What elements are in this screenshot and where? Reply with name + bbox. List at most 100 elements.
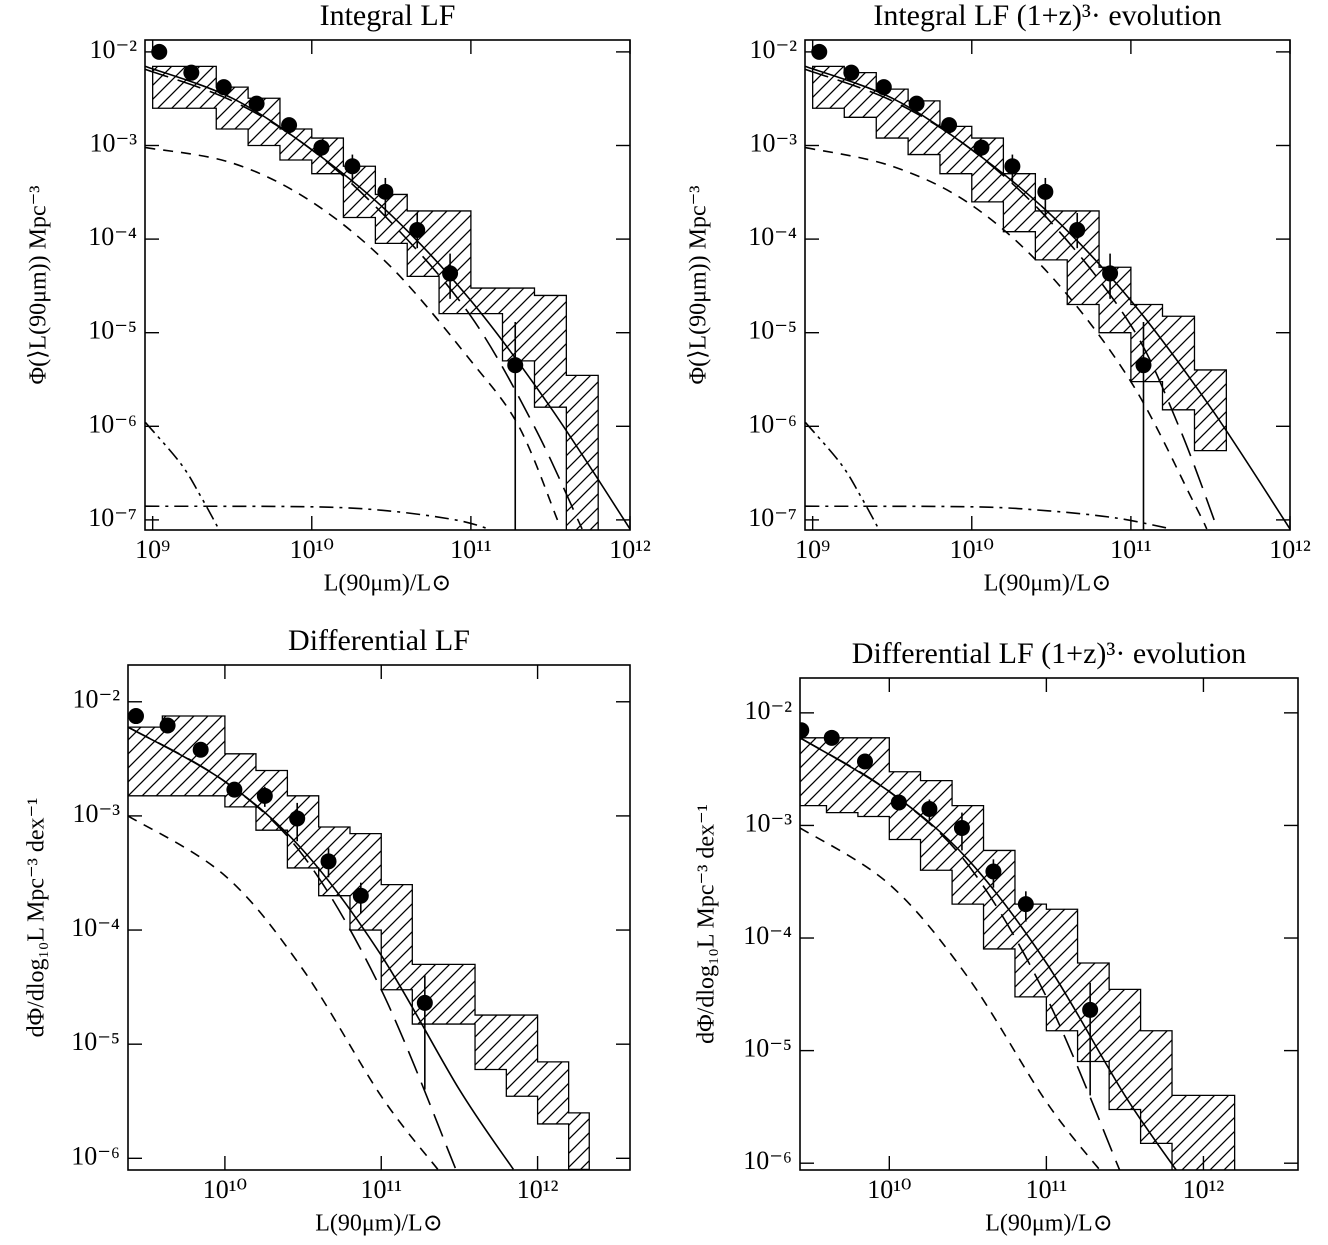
data-point <box>442 265 459 282</box>
y-tick-label: 10⁻⁴ <box>748 222 797 251</box>
y-tick-label: 10⁻⁵ <box>743 1034 792 1063</box>
data-point <box>248 95 265 112</box>
data-point <box>1017 896 1034 913</box>
data-point <box>1135 357 1152 374</box>
data-point <box>811 43 828 60</box>
data-point <box>289 810 306 827</box>
y-axis-label: Φ(⟩L(90μm)) Mpc⁻³ <box>26 186 52 385</box>
data-point <box>320 853 337 870</box>
y-tick-label: 10⁻² <box>749 35 797 64</box>
data-point <box>409 222 426 239</box>
model-curve <box>805 146 1208 530</box>
plot-area <box>800 722 1236 1170</box>
plot-area <box>805 43 1290 530</box>
model-curve <box>145 505 490 530</box>
y-tick-label: 10⁻⁴ <box>88 222 137 251</box>
data-point <box>843 64 860 81</box>
data-point <box>800 722 810 739</box>
data-point <box>1082 1001 1099 1018</box>
y-tick-label: 10⁻⁶ <box>71 1141 120 1170</box>
chart-title: Differential LF (1+z)³· evolution <box>852 637 1246 670</box>
panel: 10¹⁰ 10¹¹ 10¹² 10⁻² 10⁻³ 10⁻⁴ 10⁻⁵ 10⁻⁶ Differen… <box>694 637 1299 1237</box>
chart-title: Integral LF <box>320 0 456 32</box>
data-point <box>823 729 840 746</box>
panel: 10⁹ 10¹⁰ 10¹¹ 10¹² 10⁻² 10⁻³ 10⁻⁴ 10⁻⁵ 10⁻⁶ 10⁻⁷ I… <box>686 0 1311 597</box>
data-point <box>192 741 209 758</box>
y-tick-label: 10⁻⁷ <box>88 503 137 532</box>
x-tick-label: 10¹⁰ <box>950 535 994 564</box>
model-curve <box>145 421 220 530</box>
x-tick-label: 10¹⁰ <box>867 1175 911 1204</box>
data-point <box>226 781 243 798</box>
x-tick-label: 10⁹ <box>135 535 170 564</box>
data-point <box>352 887 369 904</box>
data-point <box>215 79 232 96</box>
data-point <box>313 139 330 156</box>
axes-frame <box>799 677 1299 1171</box>
plot-area <box>128 708 590 1170</box>
x-tick-label: 10⁹ <box>795 535 830 564</box>
y-tick-label: 10⁻⁴ <box>71 913 120 942</box>
y-tick-label: 10⁻⁵ <box>748 316 797 345</box>
y-axis-label: Φ(⟩L(90μm)) Mpc⁻³ <box>686 186 712 385</box>
panel: 10⁹ 10¹⁰ 10¹¹ 10¹² 10⁻² 10⁻³ 10⁻⁴ 10⁻⁵ 10⁻⁶ 10⁻⁷ I… <box>26 0 651 597</box>
axes-frame <box>804 39 1291 531</box>
data-point <box>507 357 524 374</box>
x-tick-label: 10¹¹ <box>1110 535 1152 564</box>
x-tick-label: 10¹⁰ <box>203 1175 247 1204</box>
model-curve <box>145 65 630 530</box>
data-point <box>377 183 394 200</box>
panel: 10¹⁰ 10¹¹ 10¹² 10⁻² 10⁻³ 10⁻⁴ 10⁻⁵ 10⁻⁶ Differen… <box>24 624 631 1237</box>
data-point <box>856 753 873 770</box>
x-axis-label: L(90μm)/L⊙ <box>984 571 1112 597</box>
chart-title: Differential LF <box>288 624 470 657</box>
data-point <box>890 794 907 811</box>
data-point <box>416 994 433 1011</box>
y-tick-label: 10⁻³ <box>744 808 792 837</box>
data-point <box>1037 183 1054 200</box>
y-tick-label: 10⁻⁶ <box>748 409 797 438</box>
axes-frame <box>127 664 631 1171</box>
x-tick-label: 10¹² <box>1269 535 1311 564</box>
x-axis-label: L(90μm)/L⊙ <box>985 1211 1113 1237</box>
y-tick-label: 10⁻⁶ <box>88 409 137 438</box>
x-tick-label: 10¹¹ <box>450 535 492 564</box>
y-tick-label: 10⁻⁵ <box>71 1027 120 1056</box>
y-tick-label: 10⁻³ <box>89 128 137 157</box>
hatched-band <box>800 737 1236 1170</box>
x-tick-label: 10¹² <box>1183 1175 1225 1204</box>
model-curve <box>128 726 457 1170</box>
y-axis-label: dΦ/dlog₁₀L Mpc⁻³ dex⁻¹ <box>24 798 50 1038</box>
data-point <box>908 95 925 112</box>
data-point <box>921 800 938 817</box>
y-tick-label: 10⁻² <box>744 696 792 725</box>
data-point <box>1069 222 1086 239</box>
data-point <box>973 139 990 156</box>
hatched-band <box>152 65 599 530</box>
model-curve <box>805 505 1172 530</box>
y-tick-label: 10⁻² <box>89 35 137 64</box>
x-tick-label: 10¹² <box>609 535 651 564</box>
model-curve <box>805 68 1219 530</box>
x-tick-label: 10¹⁰ <box>290 535 334 564</box>
data-point <box>875 79 892 96</box>
model-curve <box>800 737 1121 1170</box>
y-tick-label: 10⁻³ <box>749 128 797 157</box>
y-tick-label: 10⁻⁵ <box>88 316 137 345</box>
data-point <box>159 717 176 734</box>
x-axis-label: L(90μm)/L⊙ <box>324 571 452 597</box>
data-point <box>183 64 200 81</box>
data-point <box>151 43 168 60</box>
data-point <box>128 708 144 725</box>
data-point <box>1102 265 1119 282</box>
chart-title: Integral LF (1+z)³· evolution <box>873 0 1221 32</box>
model-curve <box>800 737 1178 1170</box>
data-point <box>1004 158 1021 175</box>
x-tick-label: 10¹¹ <box>1026 1175 1068 1204</box>
data-point <box>985 863 1002 880</box>
hatched-band <box>128 715 590 1170</box>
model-curve <box>805 65 1290 530</box>
y-tick-label: 10⁻⁷ <box>748 503 797 532</box>
model-curve <box>128 815 439 1170</box>
